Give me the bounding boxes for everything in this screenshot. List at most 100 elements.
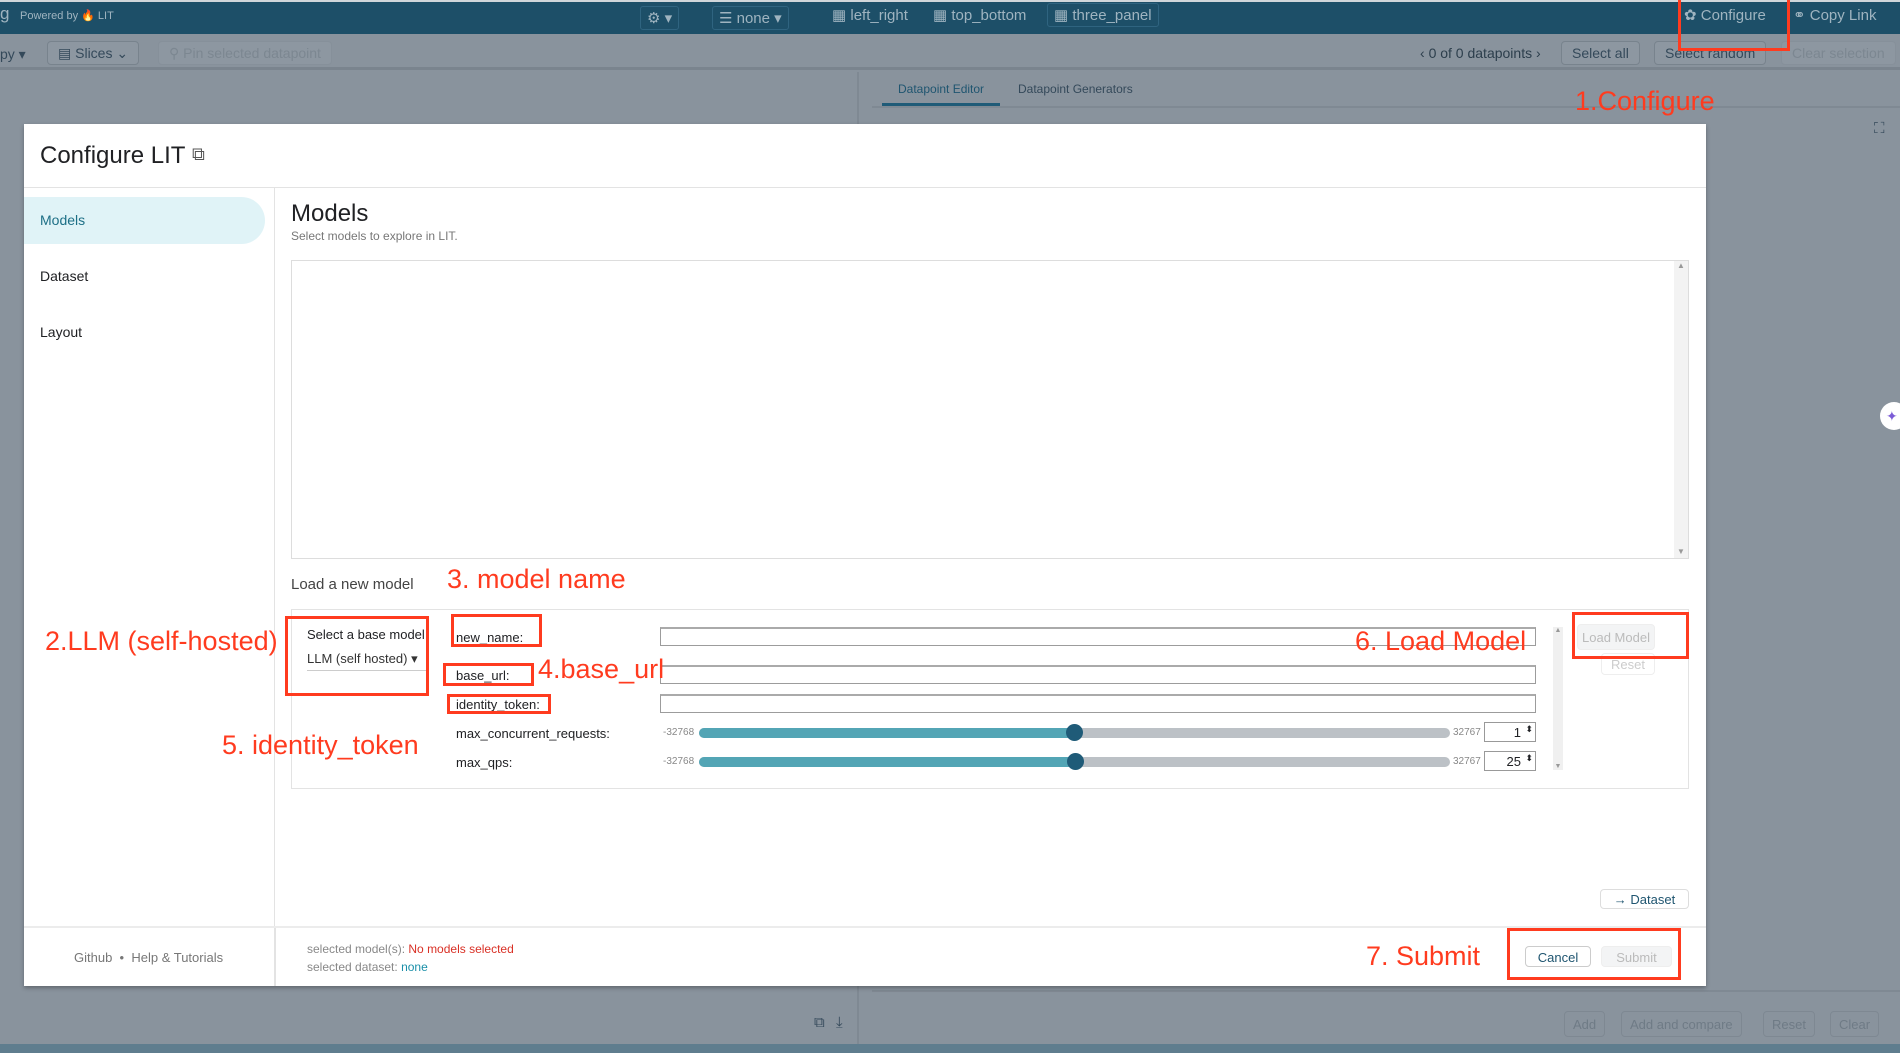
dialog-sidebar: Models Dataset Layout — [24, 188, 275, 986]
tab-datapoint-generators[interactable]: Datapoint Generators — [1018, 82, 1133, 96]
datapoint-nav[interactable]: ‹ 0 of 0 datapoints › — [1420, 45, 1541, 61]
slider-thumb[interactable] — [1066, 724, 1083, 741]
annotation-box-identity-token — [447, 694, 551, 714]
new-name-input[interactable] — [660, 627, 1536, 646]
slider-thumb[interactable] — [1067, 753, 1084, 770]
base-model-value: LLM (self hosted) — [307, 651, 408, 666]
max-concurrent-number[interactable]: 1 ⬍ — [1484, 722, 1536, 742]
max-qps-slider[interactable] — [699, 753, 1450, 770]
annotation-load-model: 6. Load Model — [1355, 626, 1527, 656]
load-model-button[interactable]: Load Model — [1577, 624, 1655, 650]
status-bar — [0, 1044, 1900, 1053]
selected-models-label: selected model(s): — [307, 942, 406, 956]
toolbar-fragment-text: py — [0, 46, 15, 62]
cancel-button[interactable]: Cancel — [1525, 946, 1591, 967]
slider-fill — [699, 728, 1075, 738]
slices-icon: ▤ — [58, 45, 72, 61]
identity-token-label: identity_token: — [456, 697, 540, 712]
max-qps-number[interactable]: 25 ⬍ — [1484, 751, 1536, 771]
pin-datapoint-button[interactable]: ⚲ Pin selected datapoint — [158, 41, 332, 65]
github-link[interactable]: Github — [74, 950, 113, 965]
annotation-llm: 2.LLM (self-hosted) — [45, 626, 278, 656]
base-url-input[interactable] — [660, 665, 1536, 684]
list-scrollbar[interactable]: ▲ ▼ — [1674, 261, 1688, 558]
spinner-icon[interactable]: ⬍ — [1525, 724, 1533, 734]
layout-left-right[interactable]: ▦ left_right — [832, 6, 908, 24]
toolbar-fragment[interactable]: py ▾ — [0, 46, 26, 62]
next-dataset-button[interactable]: → Dataset — [1600, 889, 1689, 909]
add-button[interactable]: Add — [1564, 1011, 1606, 1037]
caret-down-icon: ▾ — [411, 651, 418, 666]
slider-min: -32768 — [663, 756, 695, 767]
section-title: Models — [291, 200, 369, 227]
sparkle-icon[interactable]: ✦ — [1880, 402, 1900, 430]
select-all-button[interactable]: Select all — [1561, 41, 1640, 65]
reset-button[interactable]: Reset — [1763, 1011, 1815, 1037]
form-scrollbar[interactable]: ▲ ▼ — [1553, 627, 1563, 770]
number-value: 25 — [1506, 754, 1521, 769]
datapoint-count: 0 of 0 datapoints — [1428, 45, 1533, 61]
selected-models: selected model(s): No models selected — [307, 942, 514, 956]
number-value: 1 — [1513, 725, 1521, 740]
slider-max: 32767 — [1453, 727, 1481, 738]
annotation-model-name: 3. model name — [447, 564, 626, 594]
base-model-label: Select a base model — [307, 627, 425, 642]
section-subtitle: Select models to explore in LIT. — [291, 229, 458, 243]
copy-link-button[interactable]: ⚭ Copy Link — [1793, 6, 1876, 24]
model-select-button[interactable]: ⚙ ▾ — [640, 6, 680, 30]
slider-fill — [699, 757, 1075, 767]
load-model-form — [291, 609, 1689, 789]
selected-models-value: No models selected — [408, 942, 514, 956]
app-name-fragment: g — [0, 4, 10, 23]
load-new-model-label: Load a new model — [291, 576, 414, 593]
help-link[interactable]: Help & Tutorials — [131, 950, 224, 965]
annotation-box-new-name — [451, 614, 542, 647]
sidebar-item-dataset[interactable]: Dataset — [40, 268, 89, 284]
grid-icon: ▦ — [933, 7, 948, 24]
annotation-box-base-model — [285, 616, 429, 696]
top-bar — [0, 0, 1900, 34]
slider-max: 32767 — [1453, 756, 1481, 767]
footer-divider — [24, 926, 1706, 928]
new-name-label: new_name: — [456, 630, 524, 645]
slices-label: Slices — [75, 45, 113, 61]
download-icon[interactable]: ⤓ — [836, 1014, 843, 1031]
selected-dataset: selected dataset: none — [307, 960, 428, 974]
grid-icon: ▦ — [1054, 7, 1069, 24]
dialog-header: Configure LIT ⧉ — [24, 124, 1706, 188]
identity-token-input[interactable] — [660, 694, 1536, 713]
lit-logo-text: LIT — [97, 10, 114, 22]
sidebar-item-layout[interactable]: Layout — [40, 324, 83, 340]
configure-button[interactable]: ✿ Configure — [1684, 6, 1766, 24]
slices-button[interactable]: ▤ Slices ⌄ — [47, 41, 140, 65]
clear-selection-button[interactable]: Clear selection — [1781, 41, 1896, 65]
tab-datapoint-editor[interactable]: Datapoint Editor — [882, 82, 1001, 106]
powered-by: Powered by 🔥 LIT — [20, 9, 114, 22]
copy-icon[interactable]: ⧉ — [814, 1014, 825, 1031]
list-icon: ☰ — [719, 10, 733, 27]
layout-three-panel[interactable]: ▦ three_panel — [1047, 3, 1159, 27]
clear-button[interactable]: Clear — [1830, 1011, 1880, 1037]
layout-top-bottom[interactable]: ▦ top_bottom — [933, 6, 1026, 24]
annotation-submit: 7. Submit — [1366, 941, 1481, 971]
spinner-icon[interactable]: ⬍ — [1525, 753, 1533, 763]
max-concurrent-slider[interactable] — [699, 724, 1450, 741]
fullscreen-icon[interactable]: ⛶ — [1874, 120, 1885, 137]
robot-icon: ⚙ — [647, 10, 661, 27]
annotation-configure: 1.Configure — [1575, 86, 1715, 116]
models-list[interactable]: ▲ ▼ — [291, 260, 1689, 559]
submit-button[interactable]: Submit — [1601, 946, 1672, 967]
configure-label: Configure — [1700, 7, 1766, 24]
max-qps-label: max_qps: — [456, 755, 513, 770]
base-model-select[interactable]: LLM (self hosted) ▾ — [307, 649, 428, 671]
sidebar-item-models[interactable]: Models — [24, 197, 265, 244]
compare-select[interactable]: ☰ none ▾ — [712, 6, 789, 30]
none-label: none — [736, 10, 770, 27]
add-and-compare-button[interactable]: Add and compare — [1621, 1011, 1742, 1037]
configure-dialog: Configure LIT ⧉ Models Dataset Layout Mo… — [24, 124, 1706, 986]
annotation-box-base-url — [443, 663, 534, 686]
annotation-box-configure — [1678, 0, 1790, 51]
gear-icon: ✿ — [1684, 7, 1697, 24]
grid-icon: ▦ — [832, 7, 847, 24]
open-external-icon[interactable]: ⧉ — [192, 144, 205, 164]
